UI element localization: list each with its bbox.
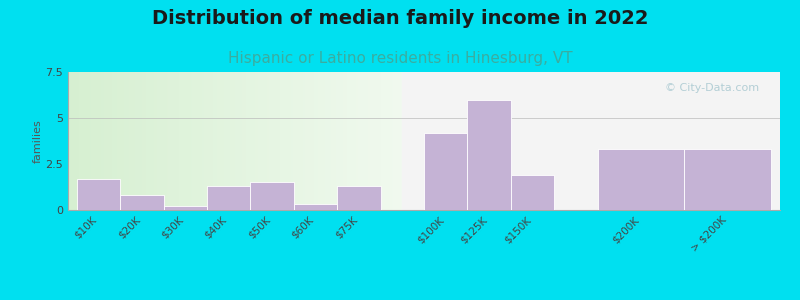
Bar [598,149,685,210]
Bar [207,186,250,210]
Bar [685,149,771,210]
Bar [337,186,381,210]
Y-axis label: families: families [33,119,42,163]
Text: Hispanic or Latino residents in Hinesburg, VT: Hispanic or Latino residents in Hinesbur… [228,51,572,66]
Text: Distribution of median family income in 2022: Distribution of median family income in … [152,9,648,28]
Text: © City-Data.com: © City-Data.com [665,83,758,93]
Bar [294,205,337,210]
Bar [120,195,163,210]
Bar [467,100,511,210]
Bar [77,179,120,210]
Bar [163,206,207,210]
Bar [250,182,294,210]
Bar [424,133,467,210]
Bar [511,175,554,210]
